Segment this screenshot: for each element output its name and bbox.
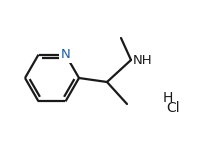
Text: N: N — [61, 48, 70, 61]
Text: Cl: Cl — [166, 101, 180, 115]
Text: H: H — [163, 91, 173, 105]
Text: NH: NH — [133, 54, 153, 66]
